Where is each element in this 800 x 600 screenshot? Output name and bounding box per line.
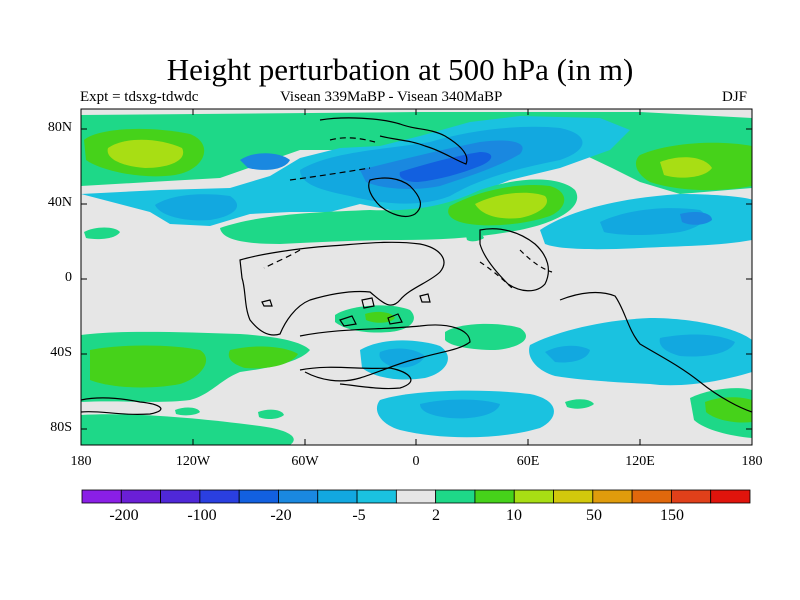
- colorbar-swatch: [592, 489, 633, 504]
- colorbar: [81, 489, 751, 504]
- colorbar-swatch: [81, 489, 122, 504]
- season-label: DJF: [722, 89, 748, 105]
- coast-arctic-dash: [289, 137, 376, 181]
- colorbar-swatch: [120, 489, 161, 504]
- contour-positive-small-west: [84, 227, 120, 240]
- contour-positive-north-left-core: [107, 139, 184, 168]
- x-tick-label: 120W: [175, 454, 211, 469]
- contour-positive-small-south-c: [565, 399, 594, 409]
- coast-south-land: [81, 397, 162, 415]
- coastlines: [81, 117, 752, 415]
- x-tick-label: 60W: [291, 454, 319, 469]
- contour-positive-tropical-east: [445, 323, 526, 350]
- colorbar-label: 50: [586, 507, 602, 524]
- contour-negative-north-west: [155, 194, 238, 221]
- colorbar-swatch: [435, 489, 476, 504]
- colorbar-swatch: [671, 489, 712, 504]
- coast-southern-continent: [299, 324, 471, 382]
- contour-negative-north-arctic: [240, 153, 290, 170]
- colorbar-label: 10: [506, 507, 522, 524]
- colorbar-swatch: [356, 489, 397, 504]
- colorbar-label: 2: [432, 507, 440, 524]
- experiment-label: Expt = tdsxg-tdwdc: [80, 89, 199, 105]
- x-tick-label: 0: [412, 454, 420, 469]
- colorbar-swatch: [553, 489, 594, 504]
- contour-positive-south-west-b: [90, 345, 207, 388]
- y-tick-label: 40N: [47, 195, 72, 210]
- period-label: Visean 339MaBP - Visean 340MaBP: [280, 89, 503, 105]
- colorbar-swatch: [238, 489, 279, 504]
- contour-negative-south-east-c: [659, 334, 735, 357]
- colorbar-swatch: [474, 489, 515, 504]
- x-tick-label: 180: [70, 454, 92, 469]
- contour-fields: [81, 109, 752, 445]
- contour-negative-south-low-b: [420, 399, 500, 419]
- contour-negative-northeast-b: [600, 208, 705, 235]
- x-tick-label: 180: [741, 454, 763, 469]
- coast-east-dash: [479, 249, 553, 291]
- contour-negative-south-east-b: [545, 345, 590, 363]
- colorbar-label: -100: [187, 507, 217, 524]
- colorbar-swatch: [317, 489, 358, 504]
- colorbar-label: -5: [352, 507, 366, 524]
- contour-positive-north-right-core: [660, 157, 712, 178]
- coast-south-central: [299, 366, 412, 390]
- colorbar-swatch: [631, 489, 672, 504]
- coast-main-continent: [239, 241, 445, 336]
- colorbar-label: -200: [109, 507, 139, 524]
- coast-central-continent: [368, 177, 422, 218]
- colorbar-label: 150: [660, 507, 684, 524]
- x-tick-label: 120E: [625, 454, 655, 469]
- contour-negative-northeast-core: [680, 212, 712, 225]
- contour-positive-small-south: [175, 407, 200, 416]
- colorbar-swatch: [278, 489, 319, 504]
- y-tick-label: 0: [65, 270, 72, 285]
- x-tick-label: 60E: [516, 454, 540, 469]
- contour-positive-small-south-b: [258, 409, 284, 420]
- y-tick-label: 40S: [50, 345, 72, 360]
- coast-islands: [261, 293, 431, 327]
- colorbar-swatch: [513, 489, 554, 504]
- contour-positive-south-midwest: [228, 346, 298, 369]
- contour-negative-south-center-b: [379, 348, 425, 368]
- contour-positive-south-right-core: [705, 397, 752, 423]
- plot-title: Height perturbation at 500 hPa (in m): [166, 52, 634, 87]
- colorbar-swatch: [160, 489, 201, 504]
- contour-positive-tropical-core: [365, 311, 395, 323]
- colorbar-swatch: [199, 489, 240, 504]
- axis-ticks: [81, 109, 752, 445]
- contour-positive-mid-north-core: [475, 192, 548, 219]
- colorbar-swatch: [395, 489, 437, 504]
- colorbar-swatch: [710, 489, 751, 504]
- coast-east-continent: [479, 228, 549, 292]
- y-tick-label: 80S: [50, 420, 72, 435]
- coast-north-landmass: [319, 117, 468, 165]
- coast-west-dash: [263, 249, 301, 269]
- y-tick-label: 80N: [47, 120, 72, 135]
- contour-negative-north-band-core: [399, 152, 492, 182]
- contour-positive-antarctic: [81, 414, 294, 445]
- colorbar-label: -20: [270, 507, 292, 524]
- coast-south-east-continent: [559, 291, 752, 413]
